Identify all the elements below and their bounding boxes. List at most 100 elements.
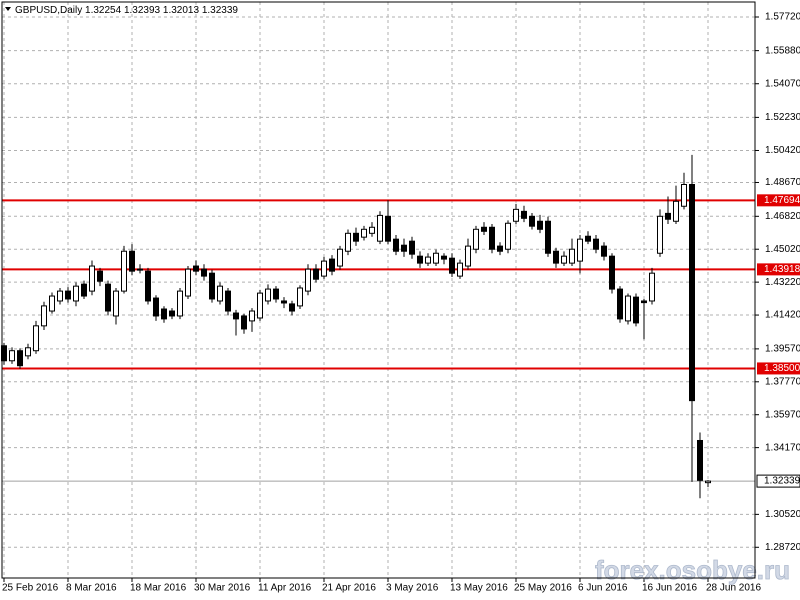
candle-body	[249, 310, 255, 322]
candle-body	[385, 215, 391, 242]
x-tick-label: 6 Jun 2016	[578, 583, 628, 594]
candle-body	[177, 290, 183, 317]
candle-body	[65, 290, 71, 300]
candle-body	[505, 222, 511, 250]
y-tick-label: 1.30520	[765, 509, 800, 520]
candle-body	[241, 315, 247, 330]
candle-body	[481, 226, 487, 232]
candle-body	[153, 297, 159, 317]
y-tick-label: 1.48670	[765, 177, 800, 188]
candle-body	[553, 250, 559, 264]
plot-frame	[1, 1, 756, 579]
candle-body	[257, 292, 263, 319]
candle-body	[593, 238, 599, 250]
candle-body	[337, 248, 343, 267]
y-tick-label: 1.37770	[765, 376, 800, 387]
y-tick-label: 1.52230	[765, 112, 800, 123]
candle-body	[73, 285, 79, 302]
candle-body	[305, 268, 311, 292]
candle-body	[313, 268, 319, 280]
candle-body	[673, 200, 679, 222]
candle-body	[129, 250, 135, 272]
candle-body	[97, 270, 103, 282]
candle-body	[665, 212, 671, 220]
candle-body	[185, 268, 191, 297]
candle-body	[33, 325, 39, 352]
header-open: 1.32254	[85, 5, 122, 16]
current-price-box	[756, 474, 800, 488]
candle-body	[633, 296, 639, 324]
candle-body	[609, 255, 615, 290]
x-tick-label: 28 Jun 2016	[706, 583, 761, 594]
candle-body	[137, 268, 143, 271]
candle-body	[273, 288, 279, 300]
candle-body	[569, 248, 575, 264]
watermark: forex.osobye.ru	[595, 555, 790, 585]
candle-body	[41, 305, 47, 327]
level-label-box	[757, 263, 800, 276]
candle-body	[121, 250, 127, 292]
candle-body	[297, 287, 303, 307]
header-high: 1.32393	[124, 5, 161, 16]
candle-body	[401, 244, 407, 252]
candle-body	[497, 245, 503, 252]
candle-body	[289, 303, 295, 312]
candle-body	[193, 265, 199, 272]
candle-body	[209, 272, 215, 300]
candle-body	[425, 256, 431, 264]
candle-body	[361, 228, 367, 238]
candle-body	[105, 283, 111, 312]
candle-body	[689, 183, 695, 402]
x-tick-label: 16 Jun 2016	[642, 583, 697, 594]
y-tick-label: 1.34170	[765, 442, 800, 453]
candle-body	[225, 290, 231, 312]
x-tick-label: 13 May 2016	[450, 583, 508, 594]
candle-body	[697, 439, 703, 481]
candle-body	[9, 350, 15, 362]
candle-body	[513, 208, 519, 222]
header: GBPUSD,Daily 1.32254 1.32393 1.32013 1.3…	[15, 5, 238, 16]
current-price-label: 1.32339	[764, 476, 800, 487]
y-tick-label: 1.46820	[765, 211, 800, 222]
candle-body	[449, 257, 455, 274]
candle-body	[217, 285, 223, 302]
candle-body	[81, 283, 87, 297]
candle-body	[705, 480, 711, 484]
level-label-box	[757, 362, 800, 375]
y-tick-label: 1.50420	[765, 145, 800, 156]
candle-body	[329, 258, 335, 272]
y-tick-label: 1.41420	[765, 310, 800, 321]
y-tick-label: 1.43220	[765, 277, 800, 288]
y-tick-label: 1.28720	[765, 542, 800, 553]
level-label: 1.47694	[764, 195, 800, 206]
candle-body	[113, 290, 119, 317]
x-tick-label: 3 May 2016	[386, 583, 439, 594]
header-icon	[5, 7, 11, 11]
candle-body	[169, 310, 175, 317]
candle-body	[473, 228, 479, 250]
candle-body	[681, 183, 687, 207]
x-tick-label: 25 Feb 2016	[2, 583, 59, 594]
candle-body	[393, 238, 399, 252]
candle-body	[345, 232, 351, 252]
candle-body	[657, 215, 663, 254]
candle-body	[25, 347, 31, 357]
candle-body	[521, 210, 527, 219]
candle-body	[641, 300, 647, 304]
candle-body	[529, 215, 535, 227]
candle-body	[49, 295, 55, 312]
candle-body	[617, 288, 623, 320]
level-label-box	[757, 194, 800, 207]
candle-body	[585, 235, 591, 242]
candle-body	[537, 220, 543, 230]
candle-body	[353, 232, 359, 242]
header-close: 1.32339	[202, 5, 239, 16]
header-title: GBPUSD,Daily	[15, 5, 82, 16]
candle-body	[457, 262, 463, 277]
header-low: 1.32013	[163, 5, 200, 16]
candle-body	[161, 308, 167, 320]
candle-body	[265, 288, 271, 302]
candle-body	[201, 268, 207, 277]
candle-body	[409, 240, 415, 255]
